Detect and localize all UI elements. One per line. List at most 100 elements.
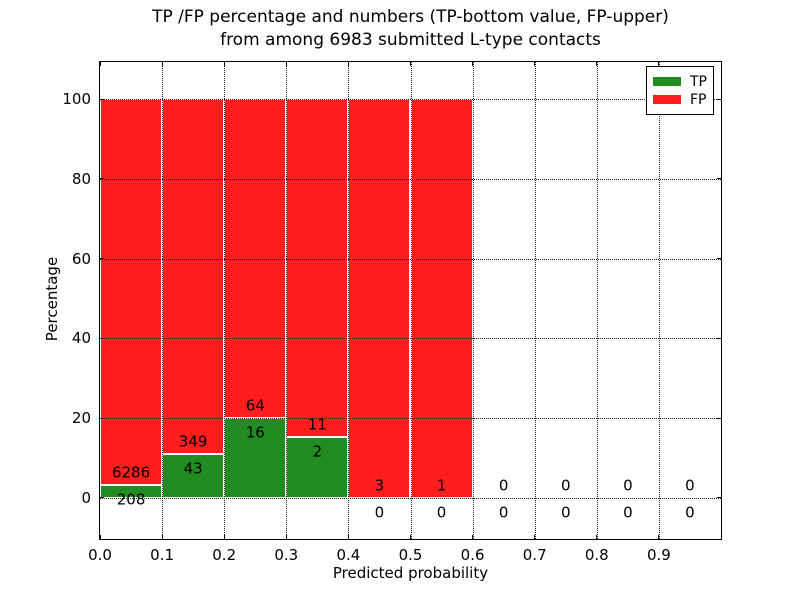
y-tick-left <box>100 178 104 180</box>
x-tick-top <box>223 62 225 66</box>
y-tick-label: 20 <box>71 409 91 428</box>
y-tick-right <box>717 497 721 499</box>
bar-fp-segment <box>286 99 349 437</box>
x-tick-top <box>534 62 536 66</box>
x-tick-bottom <box>472 535 474 539</box>
y-tick-right <box>717 258 721 260</box>
legend: TP FP <box>646 66 714 115</box>
fp-count-label: 349 <box>178 432 208 451</box>
x-tick-top <box>472 62 474 66</box>
fp-count-label: 0 <box>560 476 571 495</box>
legend-label-tp: TP <box>690 73 707 90</box>
y-tick-label: 80 <box>71 169 91 188</box>
x-tick-top <box>658 62 660 66</box>
x-tick-bottom <box>410 535 411 539</box>
grid-line-x <box>348 62 350 539</box>
plot-area: 6286 208 349 43 64 16 11 2 3 0 1 0 0 0 0 0 0 0 0 0 <box>99 61 722 540</box>
grid-line-x <box>410 62 412 539</box>
x-tick-label: 0.8 <box>584 546 609 564</box>
x-tick-label: 0.2 <box>212 546 237 564</box>
x-tick-bottom <box>223 535 225 539</box>
x-tick-bottom <box>99 535 101 539</box>
bar-fp-segment <box>162 99 225 455</box>
y-tick-right <box>717 417 721 419</box>
fp-count-label: 0 <box>623 476 633 495</box>
y-tick-left <box>100 98 104 100</box>
x-axis-label: Predicted probability <box>332 564 489 582</box>
fp-count-label: 64 <box>245 396 265 415</box>
tp-count-label: 0 <box>374 503 385 522</box>
y-tick-right <box>717 178 721 180</box>
bar-tp-segment <box>162 454 225 498</box>
fp-count-label: 0 <box>498 476 509 495</box>
grid-line-x <box>658 62 660 539</box>
grid-line-x <box>286 62 288 539</box>
x-tick-label: 0.9 <box>646 546 671 564</box>
grid-line-x <box>162 62 164 539</box>
chart-title-line-2: from among 6983 submitted L-type contact… <box>220 30 601 50</box>
fp-count-label: 0 <box>685 476 695 495</box>
tp-count-label: 0 <box>685 503 695 522</box>
bar-tp-segment <box>224 418 287 498</box>
tp-count-label: 0 <box>436 503 447 522</box>
tp-count-label: 208 <box>116 490 146 509</box>
x-tick-label: 0.0 <box>88 546 112 564</box>
legend-entry-tp: TP <box>653 73 707 90</box>
y-tick-label: 40 <box>71 329 91 348</box>
x-tick-label: 0.5 <box>398 546 423 564</box>
x-tick-bottom <box>658 535 660 539</box>
grid-line-x <box>596 62 598 539</box>
y-tick-label: 60 <box>71 249 91 268</box>
y-tick-label: 0 <box>81 488 91 507</box>
x-tick-bottom <box>285 535 287 539</box>
y-tick-left <box>100 337 104 339</box>
legend-label-fp: FP <box>690 91 707 108</box>
x-tick-top <box>161 62 163 66</box>
grid-line-y <box>100 178 721 180</box>
y-tick-left <box>100 497 104 499</box>
y-tick-left <box>100 417 104 419</box>
y-tick-right <box>717 337 721 339</box>
x-tick-bottom <box>161 535 163 539</box>
grid-line-y <box>100 418 721 420</box>
tp-count-label: 2 <box>312 442 323 461</box>
x-tick-label: 0.1 <box>150 546 175 564</box>
x-tick-label: 0.6 <box>460 546 485 564</box>
x-tick-label: 0.3 <box>274 546 299 564</box>
bar-fp-segment <box>410 99 473 498</box>
legend-entry-fp: FP <box>653 91 707 108</box>
x-tick-top <box>99 62 101 66</box>
tp-count-label: 0 <box>560 503 571 522</box>
tp-count-label: 0 <box>498 503 509 522</box>
fp-count-label: 11 <box>307 415 327 434</box>
x-tick-label: 0.4 <box>336 546 361 564</box>
x-tick-top <box>410 62 411 66</box>
bar-tp-segment <box>100 485 163 498</box>
grid-line-y <box>100 338 721 340</box>
y-tick-left <box>100 258 104 260</box>
fp-count-label: 1 <box>436 476 447 495</box>
y-tick-label: 100 <box>62 90 91 109</box>
fp-count-label: 6286 <box>111 463 151 482</box>
grid-line-y <box>100 99 721 101</box>
tp-count-label: 43 <box>183 459 203 478</box>
grid-line-y <box>100 497 721 499</box>
grid-line-x <box>534 62 536 539</box>
grid-line-x <box>472 62 474 539</box>
y-tick-right <box>717 98 721 100</box>
fp-swatch-icon <box>653 95 681 104</box>
x-tick-bottom <box>347 535 349 539</box>
bar-fp-segment <box>100 99 163 486</box>
x-tick-bottom <box>534 535 536 539</box>
x-tick-label: 0.7 <box>522 546 547 564</box>
bar-fp-segment <box>348 99 411 498</box>
x-tick-top <box>285 62 287 66</box>
tp-count-label: 16 <box>245 423 265 442</box>
grid-line-y <box>100 258 721 260</box>
tp-swatch-icon <box>653 77 681 86</box>
chart-title-line-1: TP /FP percentage and numbers (TP-bottom… <box>152 7 669 27</box>
x-tick-bottom <box>596 535 598 539</box>
tp-count-label: 0 <box>623 503 633 522</box>
grid-line-x <box>224 62 226 539</box>
